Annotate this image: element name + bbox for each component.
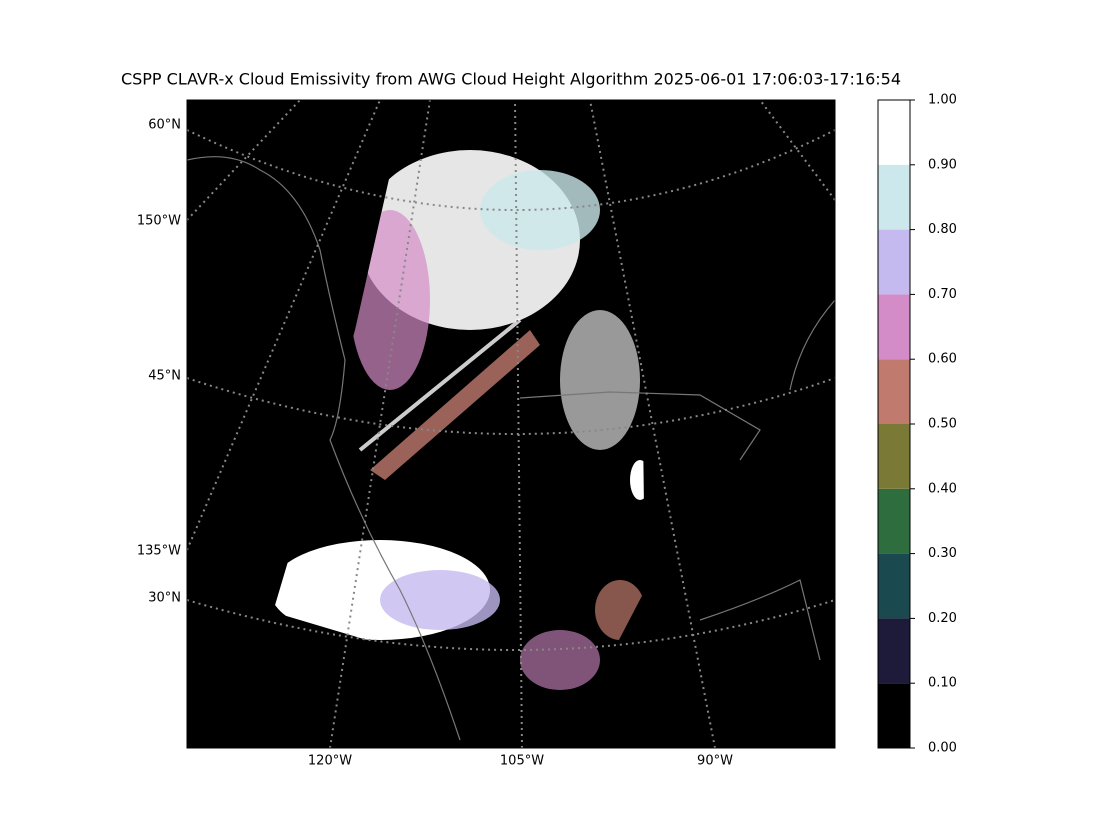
colorbar-segment xyxy=(878,294,910,360)
colorbar-segment xyxy=(878,424,910,489)
colorbar-segment xyxy=(878,359,910,424)
colorbar-tick-label: 0.70 xyxy=(928,287,957,302)
colorbar-tick-label: 0.30 xyxy=(928,546,957,561)
colorbar-segment xyxy=(878,488,910,554)
colorbar-tick-label: 0.40 xyxy=(928,481,957,496)
colorbar-segment xyxy=(878,683,910,748)
colorbar-segment xyxy=(878,164,910,230)
colorbar-segment xyxy=(878,618,910,684)
colorbar-tick-label: 0.60 xyxy=(928,352,957,367)
map-frame xyxy=(186,99,836,749)
lon-label: 90°W xyxy=(697,754,733,769)
colorbar-tick-label: 0.20 xyxy=(928,611,957,626)
map xyxy=(187,100,835,748)
lat-lon-label: 150°W xyxy=(137,214,181,229)
colorbar-segment xyxy=(878,553,910,619)
lat-lon-label: 30°N xyxy=(148,591,181,606)
colorbar-tick-label: 0.00 xyxy=(928,741,957,756)
colorbar-tick-label: 0.90 xyxy=(928,157,957,172)
lat-lon-label: 60°N xyxy=(148,118,181,133)
lon-label: 105°W xyxy=(500,754,544,769)
colorbar-tick-label: 0.10 xyxy=(928,676,957,691)
lat-lon-label: 135°W xyxy=(137,544,181,559)
lat-lon-label: 45°N xyxy=(148,369,181,384)
title: CSPP CLAVR-x Cloud Emissivity from AWG C… xyxy=(121,70,901,89)
lon-label: 120°W xyxy=(308,754,352,769)
colorbar-tick-label: 0.80 xyxy=(928,222,957,237)
colorbar: 0.00 0.10 0.20 0.30 0.40 0.50 0.60 0.70 0.80 0.90… xyxy=(877,93,957,756)
colorbar-tick-label: 1.00 xyxy=(928,93,957,108)
colorbar-tick-label: 0.50 xyxy=(928,417,957,432)
colorbar-segment xyxy=(878,100,910,165)
colorbar-segment xyxy=(878,229,910,295)
